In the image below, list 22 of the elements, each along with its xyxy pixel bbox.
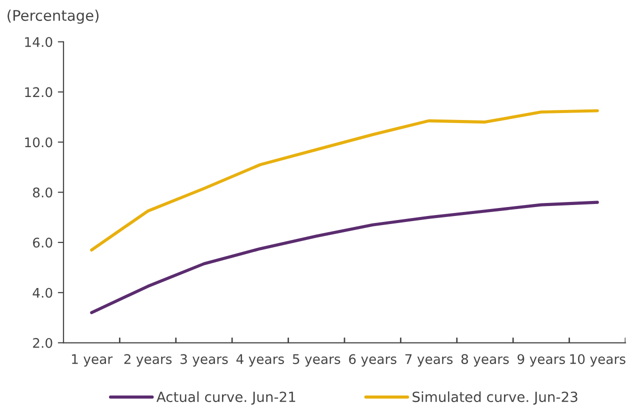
line-series xyxy=(90,109,599,252)
legend-label: Simulated curve. Jun-23 xyxy=(412,391,578,405)
y-tick-label: 6.0 xyxy=(33,238,52,248)
x-tick-label: 5 years xyxy=(292,354,340,367)
line-series xyxy=(90,200,599,314)
x-tick-label: 6 years xyxy=(349,354,396,367)
x-tick-label: 7 years xyxy=(405,354,453,367)
x-tick-label: 8 years xyxy=(461,354,509,367)
x-tick-label: 10 years xyxy=(570,354,626,367)
legend-label: Actual curve. Jun-21 xyxy=(156,391,296,405)
y-tick-label: 12.0 xyxy=(25,87,52,98)
y-tick-label: 14.0 xyxy=(25,37,52,47)
y-tick-label: 8.0 xyxy=(32,188,52,198)
x-tick-label: 3 years xyxy=(180,354,228,367)
y-tick-label: 2.0 xyxy=(33,338,52,348)
y-axis-title: (Percentage) xyxy=(8,10,98,24)
y-tick-label: 4.0 xyxy=(32,288,52,298)
y-tick-label: 10.0 xyxy=(25,137,52,148)
x-tick-label: 1 year xyxy=(72,354,113,367)
x-tick-label: 4 years xyxy=(236,354,284,367)
x-tick-label: 2 years xyxy=(124,354,172,367)
x-tick-label: 9 years xyxy=(518,354,565,367)
